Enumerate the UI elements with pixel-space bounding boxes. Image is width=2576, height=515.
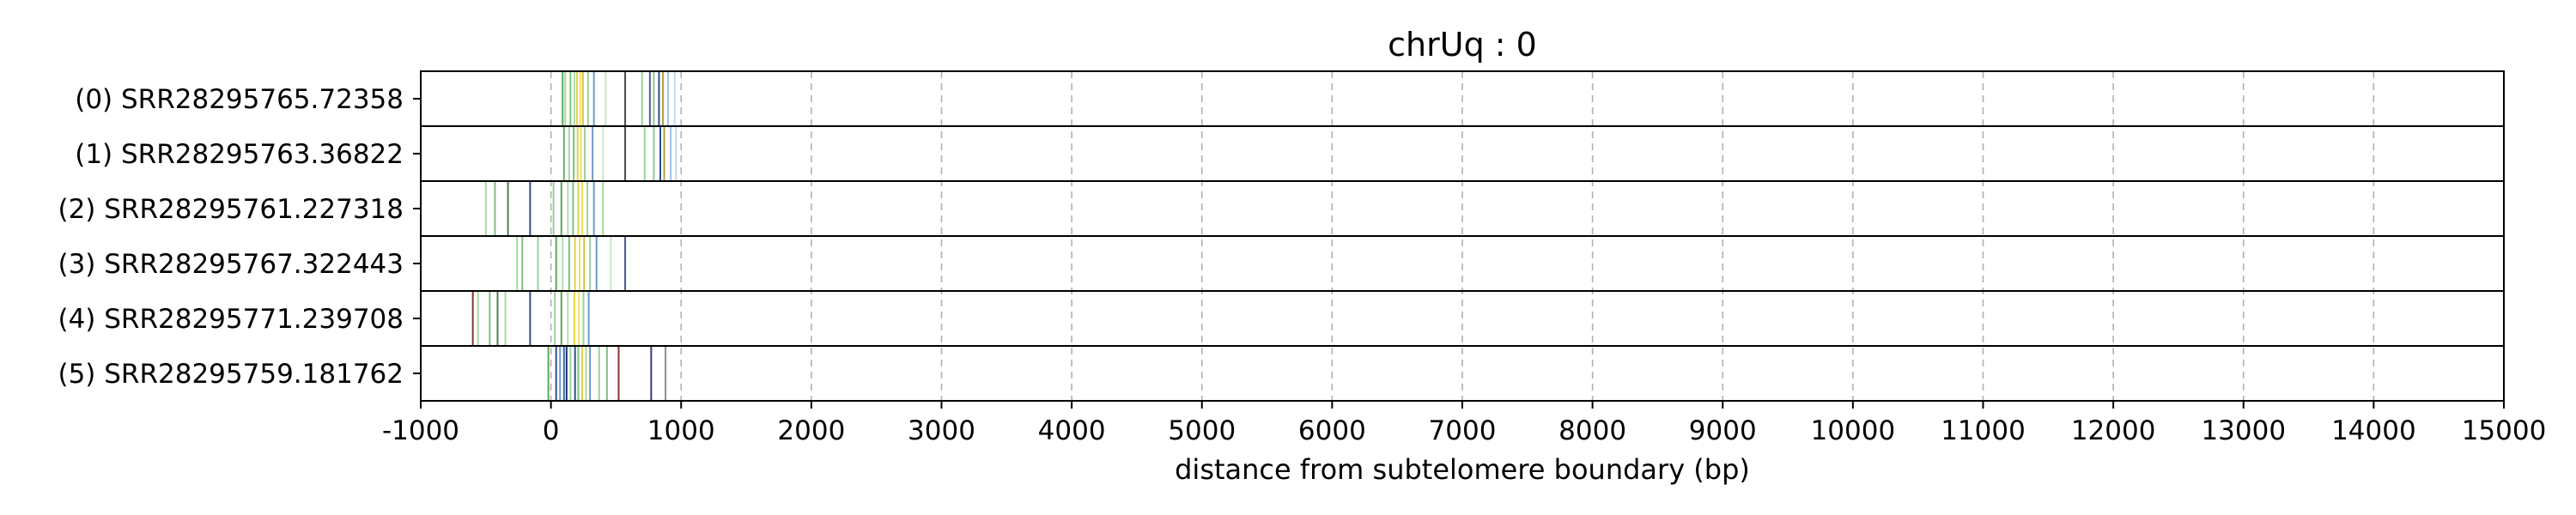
x-tick-label: 13000 <box>2201 415 2286 446</box>
x-tick-label: 8000 <box>1558 415 1626 446</box>
row-label: (1) SRR28295763.36822 <box>75 139 404 170</box>
x-tick-label: 1000 <box>647 415 715 446</box>
x-tick-label: -1000 <box>382 415 459 446</box>
row-frames <box>420 70 2505 402</box>
x-tick-label: 0 <box>543 415 560 446</box>
row-label: (3) SRR28295767.322443 <box>58 249 404 280</box>
x-tick-label: 11000 <box>1941 415 2026 446</box>
x-tick-label: 6000 <box>1298 415 1366 446</box>
x-axis: -1000 0 1000 2000 3000 4000 5000 6000 7000 8000 90… <box>382 401 2546 446</box>
row-labels: (0) SRR28295765.72358 (1) SRR28295763.368… <box>58 84 421 390</box>
row-label: (0) SRR28295765.72358 <box>75 84 404 115</box>
x-tick-label: 10000 <box>1811 415 1896 446</box>
marks-layer <box>471 72 677 400</box>
x-tick-label: 14000 <box>2331 415 2416 446</box>
x-tick-label: 3000 <box>908 415 975 446</box>
x-tick-label: 2000 <box>777 415 845 446</box>
x-tick-label: 4000 <box>1038 415 1106 446</box>
chart-title: chrUq : 0 <box>1388 26 1537 64</box>
x-tick-label: 12000 <box>2071 415 2156 446</box>
x-tick-label: 7000 <box>1429 415 1497 446</box>
x-tick-label: 15000 <box>2462 415 2547 446</box>
row-label: (5) SRR28295759.181762 <box>58 359 404 390</box>
row-label: (4) SRR28295771.239708 <box>58 304 404 335</box>
row-label: (2) SRR28295761.227318 <box>58 194 404 225</box>
x-tick-label: 5000 <box>1168 415 1236 446</box>
x-axis-label: distance from subtelomere boundary (bp) <box>1175 453 1750 486</box>
x-tick-label: 9000 <box>1689 415 1757 446</box>
